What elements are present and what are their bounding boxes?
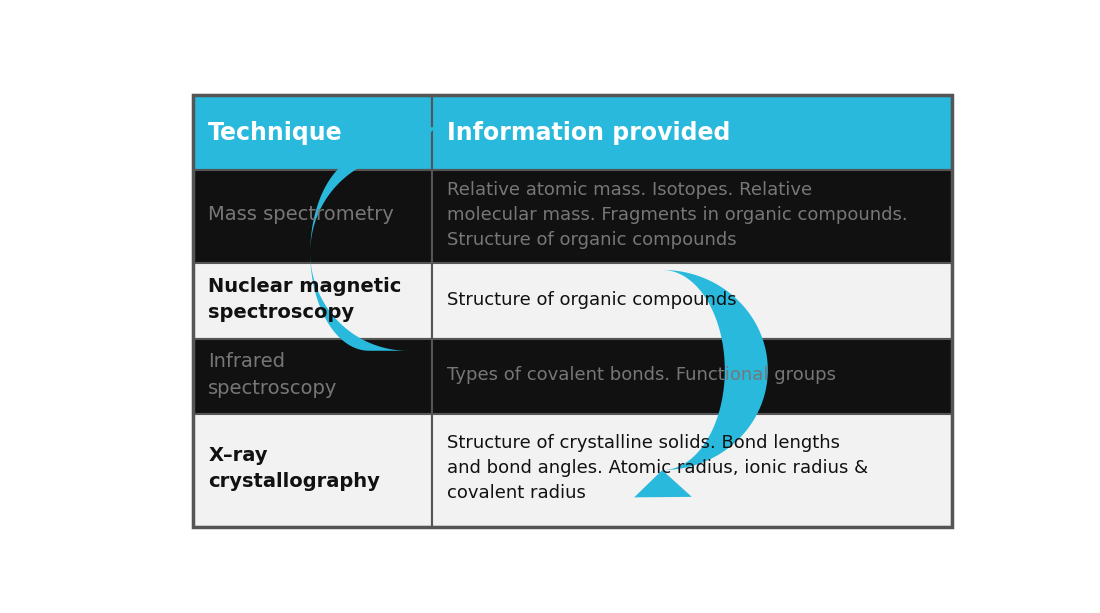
Text: Technique: Technique — [208, 121, 343, 145]
Bar — [192, 414, 432, 527]
Text: X–ray
crystallography: X–ray crystallography — [208, 446, 381, 491]
Bar — [432, 170, 952, 263]
Bar — [192, 95, 951, 527]
Bar — [192, 339, 432, 414]
Polygon shape — [310, 154, 408, 351]
Bar — [432, 95, 952, 170]
Polygon shape — [635, 470, 692, 497]
Text: Structure of crystalline solids. Bond lengths
and bond angles. Atomic radius, io: Structure of crystalline solids. Bond le… — [448, 434, 868, 502]
Text: Relative atomic mass. Isotopes. Relative
molecular mass. Fragments in organic co: Relative atomic mass. Isotopes. Relative… — [448, 181, 908, 249]
Text: Mass spectrometry: Mass spectrometry — [208, 205, 394, 224]
Text: Infrared
spectroscopy: Infrared spectroscopy — [208, 352, 338, 398]
Bar — [432, 339, 952, 414]
Polygon shape — [378, 127, 436, 154]
Polygon shape — [662, 270, 768, 470]
Bar — [432, 263, 952, 339]
Bar — [192, 170, 432, 263]
Text: Types of covalent bonds. Functional groups: Types of covalent bonds. Functional grou… — [448, 366, 836, 384]
Bar — [192, 95, 432, 170]
Text: Information provided: Information provided — [448, 121, 730, 145]
Bar — [432, 414, 952, 527]
Bar — [192, 263, 432, 339]
Text: Structure of organic compounds: Structure of organic compounds — [448, 291, 737, 308]
Text: Nuclear magnetic
spectroscopy: Nuclear magnetic spectroscopy — [208, 276, 402, 322]
